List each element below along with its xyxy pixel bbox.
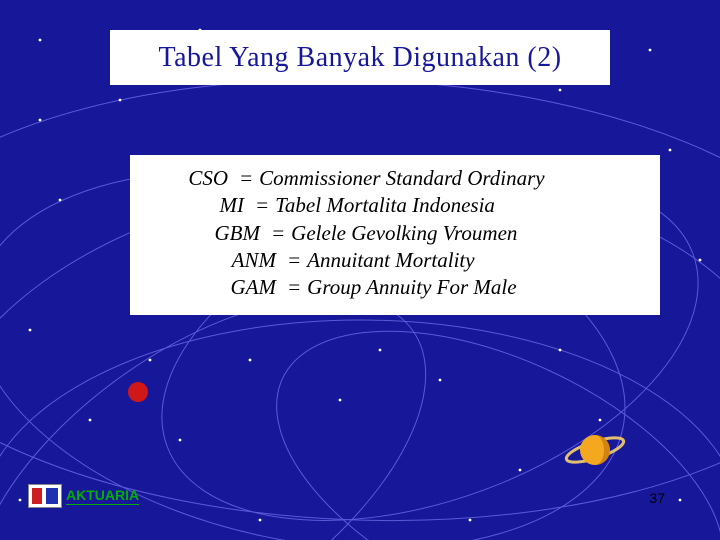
logo-icon xyxy=(28,484,62,508)
definition-row: GAM= Group Annuity For Male xyxy=(148,274,642,301)
slide-title: Tabel Yang Banyak Digunakan (2) xyxy=(158,42,561,74)
content-box: CSO=Commissioner Standard OrdinaryMI=Tab… xyxy=(130,155,660,315)
abbr-label: ANM xyxy=(148,247,281,274)
abbr-label: GBM xyxy=(148,220,265,247)
abbr-label: CSO xyxy=(148,165,233,192)
title-box: Tabel Yang Banyak Digunakan (2) xyxy=(110,30,610,85)
abbr-label: MI xyxy=(148,192,249,219)
equals-sign: = xyxy=(265,220,291,247)
definition-text: Group Annuity For Male xyxy=(307,274,516,301)
definition-text: Gelele Gevolking Vroumen xyxy=(291,220,517,247)
definition-row: GBM= Gelele Gevolking Vroumen xyxy=(148,220,642,247)
page-number: 37 xyxy=(649,490,665,506)
definition-text: Annuitant Mortality xyxy=(307,247,474,274)
equals-sign: = xyxy=(249,192,275,219)
definition-text: Commissioner Standard Ordinary xyxy=(259,165,544,192)
definition-text: Tabel Mortalita Indonesia xyxy=(275,192,495,219)
logo-text: AKTUARIA xyxy=(66,487,139,505)
definition-row: MI=Tabel Mortalita Indonesia xyxy=(148,192,642,219)
equals-sign: = xyxy=(281,274,307,301)
definition-row: ANM= Annuitant Mortality xyxy=(148,247,642,274)
equals-sign: = xyxy=(233,165,259,192)
definition-row: CSO=Commissioner Standard Ordinary xyxy=(148,165,642,192)
abbr-label: GAM xyxy=(148,274,281,301)
equals-sign: = xyxy=(281,247,307,274)
footer-logo: AKTUARIA xyxy=(28,484,139,508)
slide: Tabel Yang Banyak Digunakan (2) CSO=Comm… xyxy=(0,0,720,540)
